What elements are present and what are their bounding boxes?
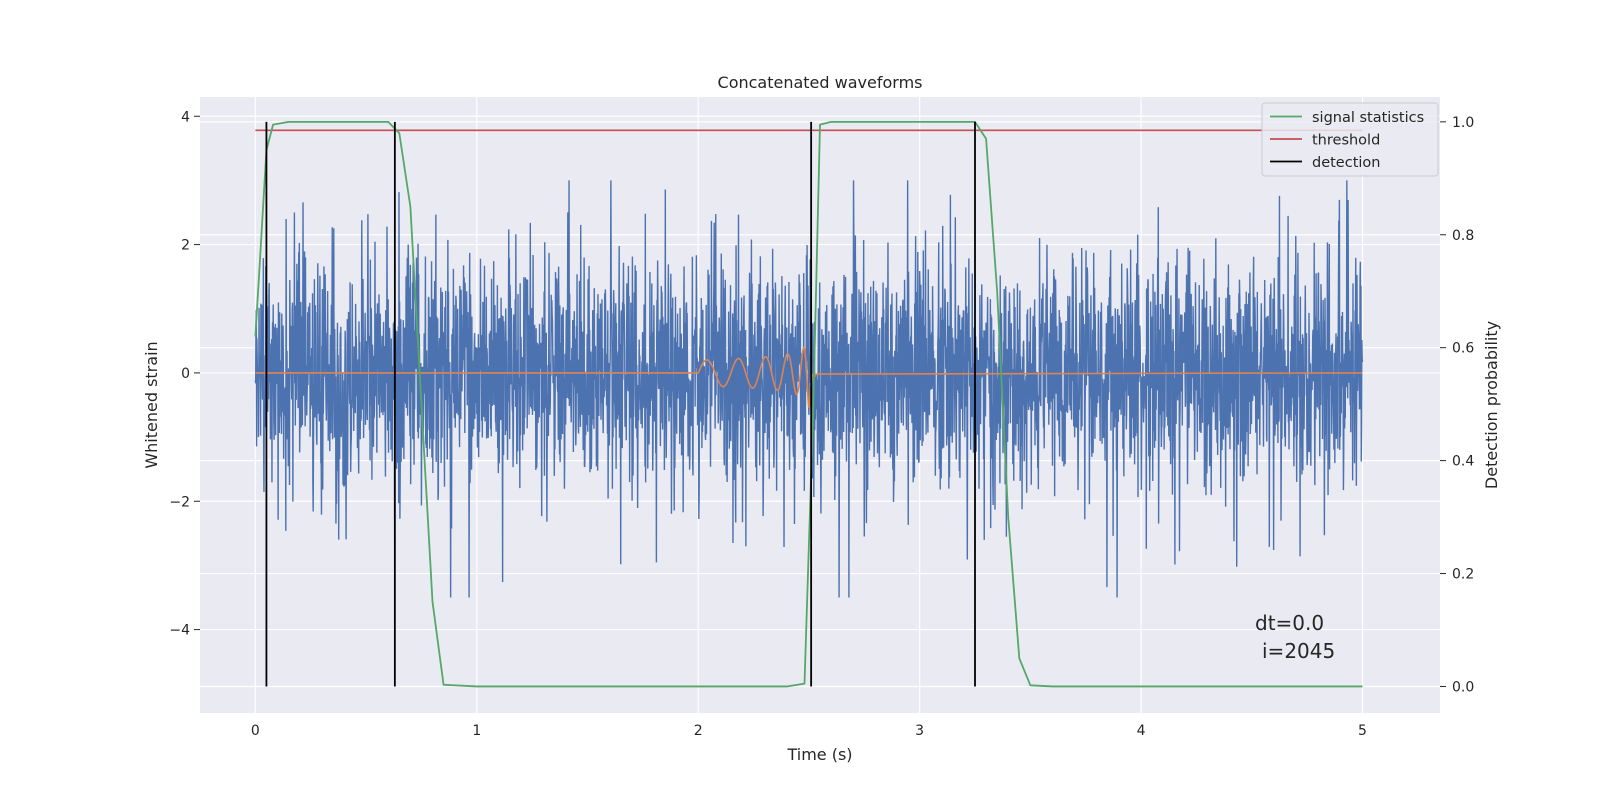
whitened-strain-series [254,180,1364,598]
y-right-tick-label: 0.8 [1452,228,1474,244]
legend-label-detection: detection [1312,155,1380,171]
annotation-i: i=2045 [1262,639,1335,663]
y-right-tick-label: 0.6 [1452,341,1474,357]
y-right-tick-label: 0.0 [1452,679,1474,695]
injected-waveform-series [255,346,1363,409]
x-tick-label: 5 [1358,723,1367,739]
y-tick-label: −4 [169,623,190,639]
legend: signal statistics threshold detection [1261,102,1439,177]
x-tick-label: 3 [915,723,924,739]
y-tick-label: 4 [181,109,190,125]
detection-series [265,121,976,687]
x-tick-label: 1 [472,723,481,739]
y-right-tick-label: 0.2 [1452,567,1474,583]
x-axis-label: Time (s) [786,745,852,764]
y-right-tick-label: 1.0 [1452,115,1474,131]
y-tick-label: 0 [181,366,190,382]
legend-label-threshold: threshold [1312,133,1380,149]
x-tick-label: 2 [694,723,703,739]
annotation-dt: dt=0.0 [1255,611,1324,635]
axis-ticks: 0 1 2 3 4 5 −4 −2 0 2 4 0.0 0.2 0.4 0.6 0.8 1.0 [169,109,1474,739]
signal-statistics-line [254,120,1363,688]
x-tick-label: 4 [1137,723,1146,739]
x-tick-label: 0 [251,723,260,739]
y-tick-label: 2 [181,238,190,254]
legend-label-signal-statistics: signal statistics [1312,110,1424,126]
y-axis-right-label: Detection probability [1482,321,1501,489]
legend-frame [1261,102,1439,177]
y-right-tick-label: 0.4 [1452,454,1474,470]
injection-line [255,346,1363,409]
y-tick-label: −2 [169,494,190,510]
chart-title: Concatenated waveforms [718,73,923,92]
strain-line [254,180,1364,598]
y-axis-label: Whitened strain [142,341,161,468]
signal-statistics-series [254,120,1363,688]
